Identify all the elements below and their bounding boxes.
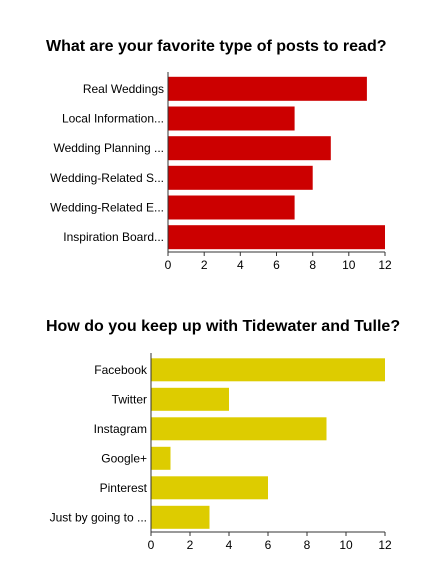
category-label: Twitter — [112, 392, 147, 406]
category-label: Inspiration Board... — [63, 230, 164, 244]
bars-group — [151, 358, 385, 529]
category-label: Wedding-Related S... — [50, 171, 164, 185]
x-tick-label: 10 — [342, 258, 356, 272]
bar — [168, 165, 313, 190]
ticks-group: 0 2 4 6 8 10 12 — [148, 532, 392, 552]
x-tick-label: 2 — [201, 258, 208, 272]
category-labels-group: Real Weddings Local Information... Wedding… — [50, 82, 164, 244]
x-tick-label: 8 — [309, 258, 316, 272]
x-tick-label: 8 — [304, 538, 311, 552]
x-tick-label: 6 — [265, 538, 272, 552]
x-tick-label: 0 — [165, 258, 172, 272]
bar — [168, 136, 331, 161]
bar — [151, 446, 171, 470]
x-tick-label: 6 — [273, 258, 280, 272]
bar — [151, 417, 327, 441]
x-tick-label: 4 — [237, 258, 244, 272]
bar — [168, 76, 367, 101]
x-tick-label: 4 — [226, 538, 233, 552]
bars-group — [168, 76, 385, 250]
bar — [151, 358, 385, 382]
category-label: Wedding-Related E... — [50, 201, 164, 215]
bar — [168, 195, 295, 220]
category-labels-group: Facebook Twitter Instagram Google+ Pinterest… — [50, 363, 148, 525]
chart-follow: How do you keep up with Tidewater and Tu… — [46, 318, 400, 552]
bar — [168, 106, 295, 131]
category-label: Just by going to ... — [50, 510, 147, 524]
chart-title-posts: What are your favorite type of posts to … — [46, 38, 387, 55]
x-tick-label: 12 — [378, 538, 392, 552]
category-label: Wedding Planning ... — [53, 141, 164, 155]
bar — [151, 505, 210, 529]
chart-posts: What are your favorite type of posts to … — [46, 38, 392, 272]
x-tick-label: 12 — [378, 258, 392, 272]
category-label: Real Weddings — [83, 82, 164, 96]
category-label: Google+ — [101, 451, 147, 465]
bar — [151, 387, 229, 411]
x-tick-label: 2 — [187, 538, 194, 552]
bar — [168, 225, 385, 250]
category-label: Instagram — [94, 422, 147, 436]
bar — [151, 476, 268, 500]
x-tick-label: 10 — [339, 538, 353, 552]
category-label: Facebook — [94, 363, 148, 377]
category-label: Pinterest — [100, 481, 148, 495]
category-label: Local Information... — [62, 112, 164, 126]
ticks-group: 0 2 4 6 8 10 12 — [165, 252, 392, 272]
x-tick-label: 0 — [148, 538, 155, 552]
chart-title-follow: How do you keep up with Tidewater and Tu… — [46, 318, 400, 335]
